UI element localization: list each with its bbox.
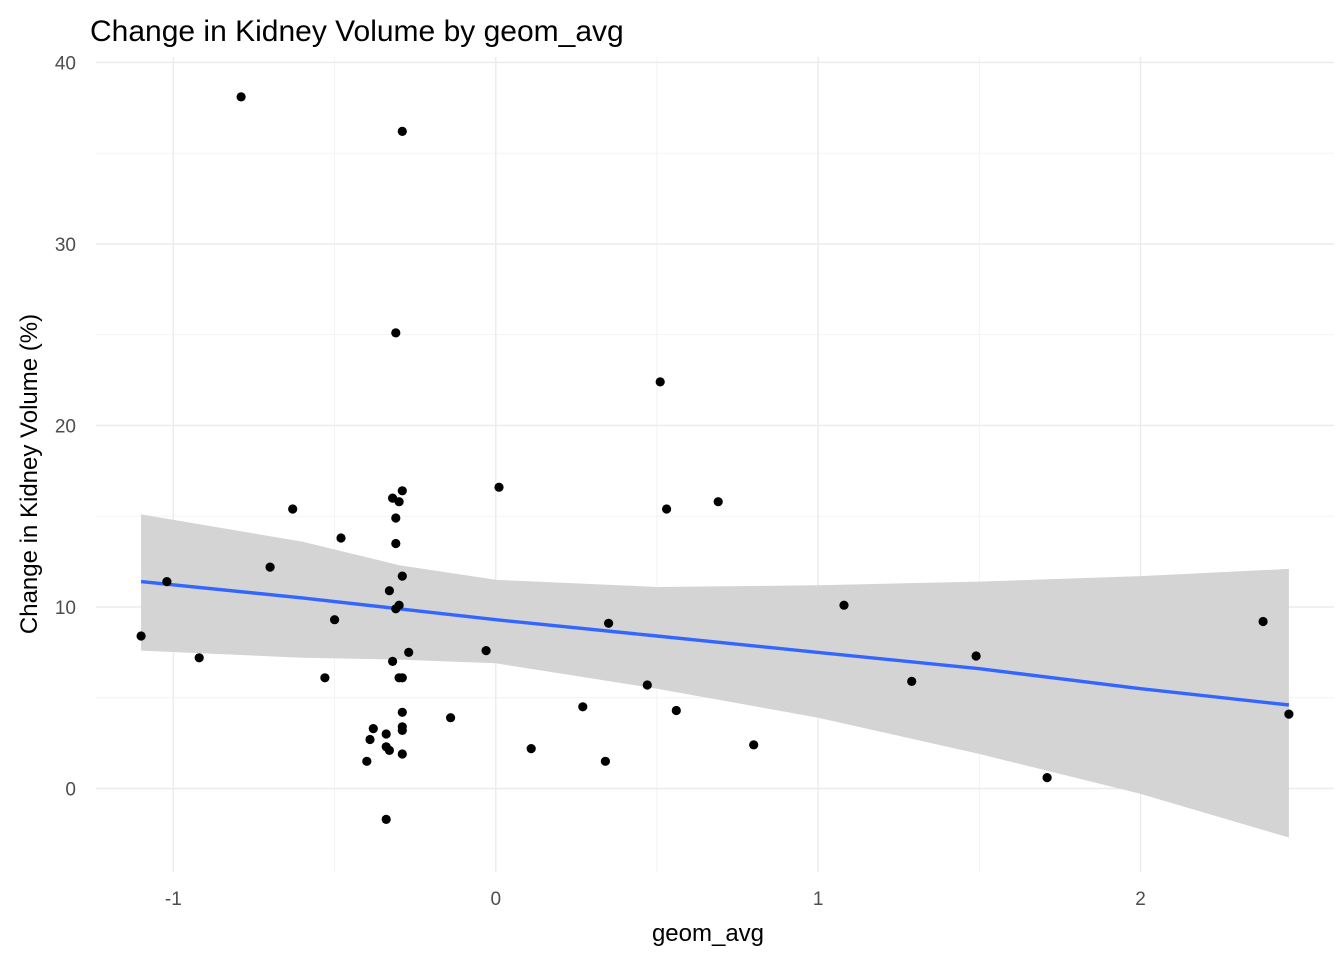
data-point	[391, 328, 401, 338]
data-point	[194, 653, 204, 663]
data-point	[971, 651, 981, 661]
chart-title: Change in Kidney Volume by geom_avg	[90, 15, 624, 48]
data-point	[381, 814, 391, 825]
data-point	[397, 571, 407, 581]
data-point	[481, 646, 491, 656]
data-point	[1258, 616, 1268, 627]
x-tick-label: -1	[165, 889, 182, 910]
data-point	[397, 673, 407, 683]
data-point	[391, 604, 401, 614]
data-point	[749, 740, 759, 750]
data-point	[397, 749, 407, 759]
data-point	[384, 745, 394, 756]
trend-line-layer	[140, 579, 1290, 707]
x-axis-label: geom_avg	[652, 920, 764, 947]
data-point	[494, 482, 504, 492]
data-point	[642, 680, 652, 690]
data-point	[288, 504, 298, 514]
y-tick-label: 0	[65, 780, 76, 801]
confidence-band	[141, 514, 1289, 838]
data-point	[655, 377, 665, 387]
data-point	[600, 756, 611, 766]
data-point	[662, 504, 672, 514]
data-point	[265, 562, 275, 572]
data-points	[136, 92, 1294, 825]
data-point	[713, 497, 723, 507]
data-point	[394, 497, 404, 507]
x-tick-label: 2	[1135, 889, 1146, 910]
data-point	[397, 725, 407, 736]
data-point	[604, 618, 614, 628]
data-point	[839, 600, 849, 610]
data-point	[330, 615, 340, 625]
x-tick-label: 0	[490, 889, 501, 910]
data-point	[381, 729, 391, 739]
data-point	[136, 631, 146, 641]
data-point	[365, 734, 375, 745]
data-point	[907, 676, 917, 687]
data-point	[526, 744, 536, 754]
data-point	[397, 707, 407, 717]
data-point	[384, 586, 394, 596]
x-tick-label: 1	[813, 889, 824, 910]
y-tick-label: 20	[55, 416, 76, 437]
y-tick-label: 40	[55, 53, 76, 74]
data-point	[391, 538, 401, 549]
data-point	[404, 647, 414, 658]
data-point	[397, 486, 407, 496]
data-point	[1284, 709, 1294, 719]
data-point	[320, 673, 330, 683]
data-point	[368, 724, 378, 734]
y-tick-label: 10	[55, 598, 76, 619]
data-point	[362, 756, 372, 766]
confidence-band-layer	[141, 514, 1289, 838]
data-point	[162, 577, 172, 587]
data-point	[671, 705, 681, 716]
data-point	[446, 713, 456, 723]
data-point	[391, 513, 401, 523]
data-point	[578, 702, 588, 712]
data-point	[1042, 773, 1052, 783]
data-point	[236, 92, 246, 102]
data-point	[336, 533, 346, 543]
data-point	[397, 126, 407, 136]
data-point	[388, 656, 398, 667]
y-tick-label: 30	[55, 235, 76, 256]
y-axis-label: Change in Kidney Volume (%)	[16, 314, 43, 634]
regression-line	[140, 579, 1290, 707]
